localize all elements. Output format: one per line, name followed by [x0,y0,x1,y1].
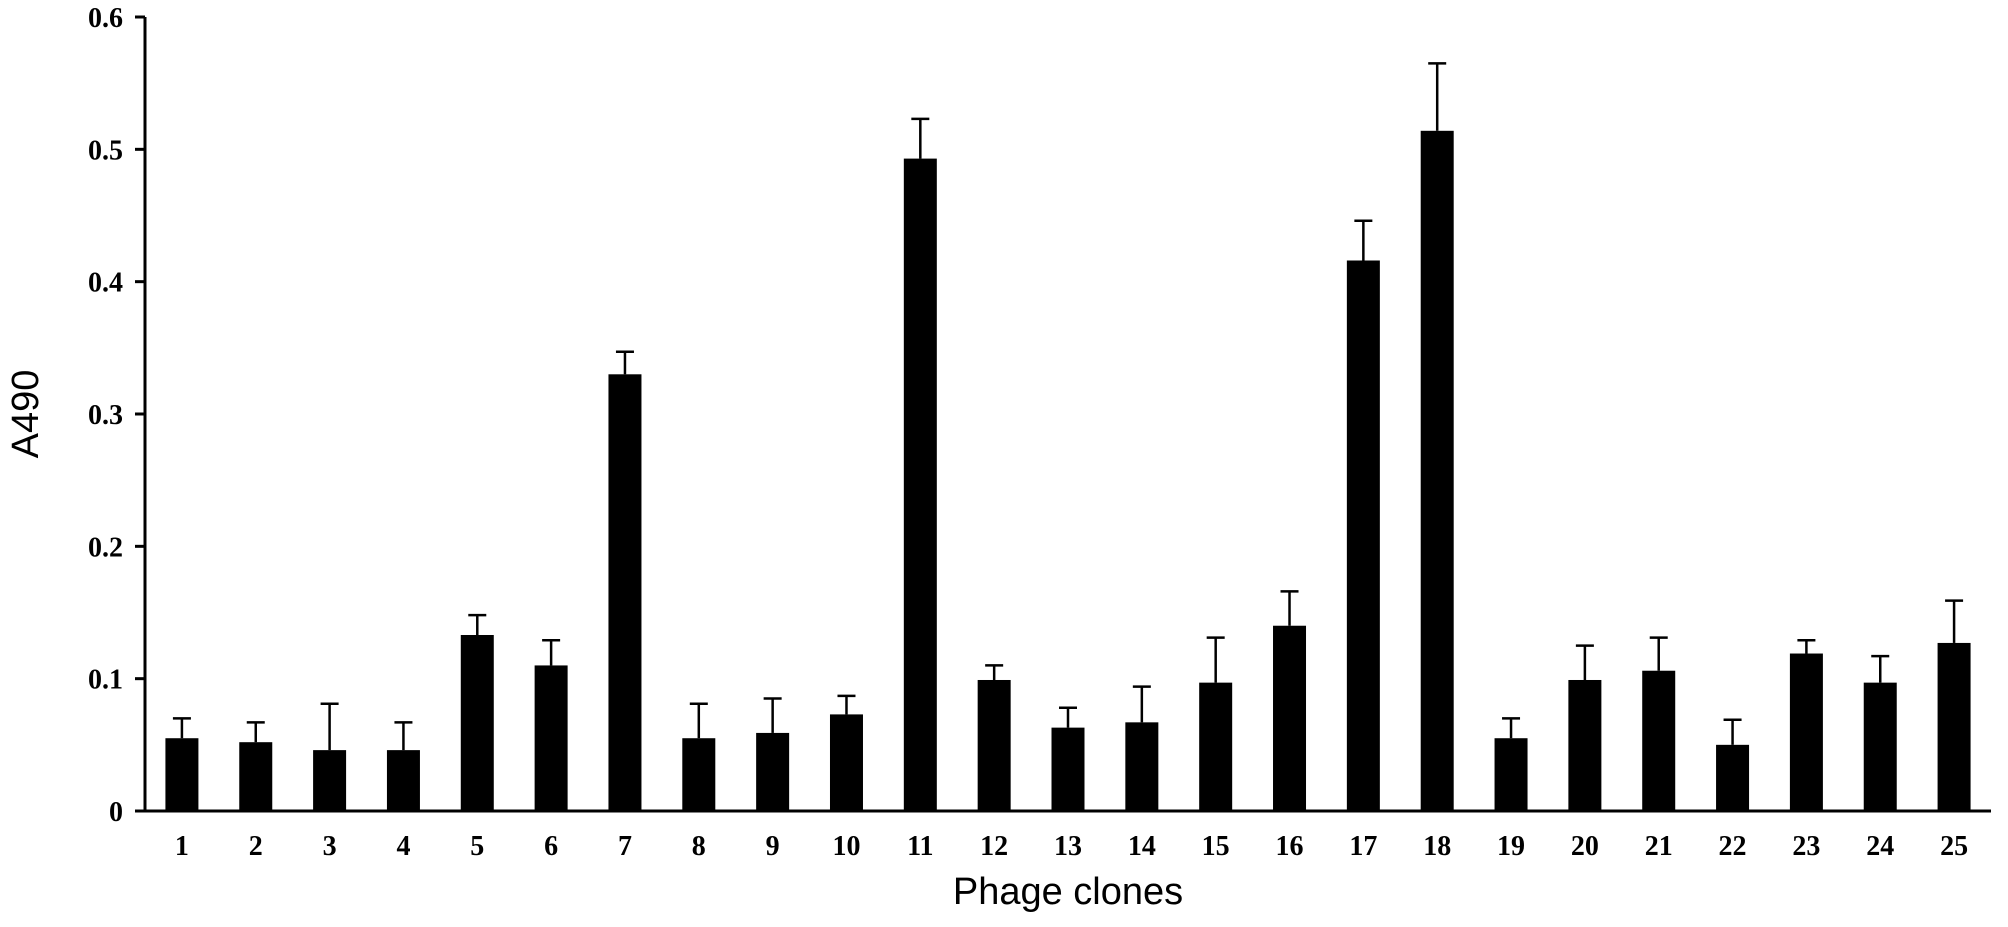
x-tick-label: 16 [1276,831,1304,862]
x-tick-label: 23 [1792,831,1820,862]
bar [386,750,420,811]
x-tick-label: 2 [249,831,263,862]
x-axis-label: Phage clones [953,871,1183,913]
x-tick-label: 19 [1497,831,1525,862]
y-tick-label: 0.6 [88,3,123,34]
bar [313,750,347,811]
y-tick-label: 0 [109,797,123,828]
y-tick-label: 0.3 [88,400,123,431]
x-tick-label: 11 [907,831,933,862]
x-tick-label: 20 [1571,831,1599,862]
bar [1716,744,1750,811]
x-tick-label: 15 [1202,831,1230,862]
x-tick-label: 10 [832,831,860,862]
bar [1199,682,1233,811]
bar [903,158,937,811]
x-tick-label: 7 [618,831,632,862]
y-tick-label: 0.4 [88,268,123,299]
bar [460,634,494,811]
bar [1789,653,1823,811]
bar [977,679,1011,811]
x-tick-label: 4 [396,831,410,862]
bar [1863,682,1897,811]
x-tick-label: 13 [1054,831,1082,862]
bar [756,732,790,811]
x-tick-label: 25 [1940,831,1968,862]
bar [239,742,273,811]
x-tick-label: 6 [544,831,558,862]
bar [1346,260,1380,811]
x-tick-label: 17 [1349,831,1377,862]
x-tick-label: 3 [323,831,337,862]
bar [1937,642,1971,811]
x-tick-label: 8 [692,831,706,862]
bar [1568,679,1602,811]
bar [608,374,642,811]
x-tick-label: 9 [766,831,780,862]
bar [1420,130,1454,812]
bar [682,738,716,811]
bar [165,738,199,811]
x-tick-label: 22 [1719,831,1747,862]
x-tick-label: 12 [980,831,1008,862]
x-tick-label: 21 [1645,831,1673,862]
bar [1642,670,1676,811]
bar [1494,738,1528,811]
y-axis-label: A490 [5,370,47,459]
x-tick-label: 1 [175,831,189,862]
bar [829,714,863,811]
x-tick-label: 5 [470,831,484,862]
bar [1273,625,1307,811]
bar [534,665,568,811]
x-tick-label: 14 [1128,831,1156,862]
x-tick-label: 24 [1866,831,1894,862]
y-tick-label: 0.2 [88,532,123,563]
y-tick-label: 0.1 [88,665,123,696]
x-tick-label: 18 [1423,831,1451,862]
bar [1051,727,1085,811]
y-tick-label: 0.5 [88,135,123,166]
bar [1125,722,1159,811]
